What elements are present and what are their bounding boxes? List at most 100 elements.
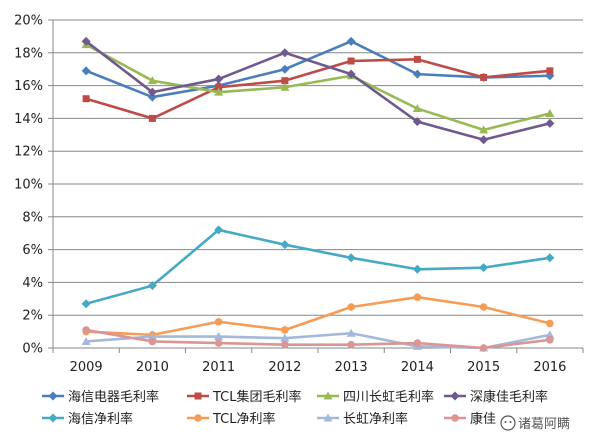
data-point [347,303,355,311]
data-point [214,74,224,84]
y-tick-label: 6% [22,243,43,258]
data-point [81,36,91,46]
series-line [85,43,551,132]
x-tick-label: 2014 [401,360,434,375]
data-point [148,337,157,346]
data-point [148,114,156,122]
y-tick-label: 14% [14,112,43,127]
series-line [85,328,551,350]
data-point [347,340,355,349]
y-tick-label: 16% [14,79,43,94]
series-line [85,228,551,305]
data-point [214,339,223,347]
data-point [214,87,224,96]
y-axis-tick-labels: 0% 2% 4% 6% 8% 10% 12% 14% 16% 18% 20% [14,14,43,357]
legend-item: TCL集团毛利率 [187,389,302,405]
data-point [346,69,356,79]
data-point [545,253,555,263]
series-line [85,40,551,142]
data-point [479,344,488,352]
legend-label: 海信电器毛利率 [68,389,159,405]
data-point [81,66,91,76]
data-point [215,83,223,91]
data-point [412,104,422,113]
legend-item: 海信净利率 [42,411,133,427]
legend-swatch-marker [48,413,58,423]
data-point [280,64,290,74]
series-5 [81,225,555,309]
legend-label: TCL集团毛利率 [212,389,302,405]
data-point [412,69,422,79]
legend-item: 海信电器毛利率 [42,389,159,405]
x-tick-label: 2011 [202,360,235,375]
data-point [214,332,224,341]
data-point [479,263,489,273]
data-point [81,336,91,345]
data-point [81,299,91,309]
series-4 [81,36,555,145]
watermark-chat-icon-dot-right [509,421,512,423]
legend-swatch-marker [323,391,333,400]
data-point [546,336,554,344]
data-point [546,319,554,328]
y-tick-label: 20% [14,14,43,29]
data-point [545,118,555,128]
data-point [147,87,157,97]
legend-label: 深康佳毛利率 [470,389,548,405]
data-point [412,264,422,274]
y-tick-label: 2% [22,309,43,324]
legend-label: TCL净利率 [212,411,276,427]
x-tick-label: 2016 [533,360,566,375]
data-point [280,333,290,342]
legend-label: 海信净利率 [68,411,133,427]
y-tick-label: 8% [22,210,43,225]
series-layer [81,36,555,352]
x-tick-label: 2009 [70,360,103,375]
data-point [147,92,157,102]
watermark-chat-icon [500,415,516,431]
data-point [147,281,157,291]
legend-swatch-marker [194,414,202,422]
series-2 [82,55,554,122]
data-point [147,332,157,341]
data-point [346,253,356,263]
legend-label: 四川长虹毛利率 [343,389,434,405]
data-point [281,326,289,334]
legend-item: TCL净利率 [187,411,276,427]
watermark: 诸葛阿瞒 [500,415,570,432]
legend-item: 四川长虹毛利率 [317,389,434,405]
data-point [546,67,554,75]
data-point [545,330,555,339]
legend-label: 康佳 [470,411,496,427]
series-line [86,295,551,337]
data-point [545,108,555,117]
data-point [281,340,289,349]
y-tick-label: 18% [14,46,43,61]
data-point [214,317,223,326]
x-tick-label: 2010 [136,360,169,375]
data-point [346,328,356,337]
data-point [280,82,290,91]
watermark-chat-icon-dot-left [504,421,507,423]
legend-label: 长虹净利率 [343,411,408,427]
series-line [85,40,550,99]
data-point [413,339,422,347]
y-tick-label: 4% [22,276,43,291]
data-point [479,125,489,134]
data-point [346,36,356,46]
legend-swatch-marker [194,392,202,400]
x-tick-label: 2012 [268,360,301,375]
data-point [413,55,421,63]
data-point [214,225,224,235]
data-point [347,57,355,65]
data-point [82,95,90,103]
y-tick-label: 10% [14,178,43,193]
legend-swatch-marker [451,414,459,422]
series-line [85,58,551,120]
data-point [412,117,422,127]
data-point [413,293,422,301]
x-axis-tick-labels: 2009 2010 2011 2012 2013 2014 2015 2016 [70,360,567,375]
data-point [280,48,290,58]
